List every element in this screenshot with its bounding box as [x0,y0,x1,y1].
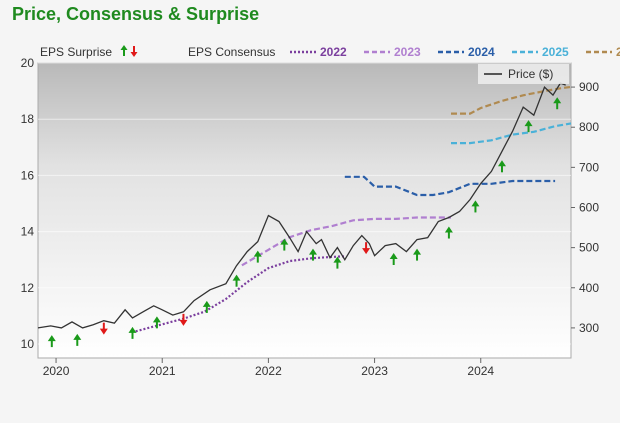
surprise-up-arrow-icon [524,120,533,133]
legend-label-2022: 2022 [320,45,347,59]
surprise-up-arrow-icon [497,160,506,173]
y-left-tick-label: 18 [21,112,35,126]
legend-up-arrow-icon [120,45,128,56]
surprise-up-arrow-icon [413,248,422,261]
surprise-down-arrow-icon [99,322,108,335]
y-right-tick-label: 500 [579,241,599,255]
y-right-tick-label: 400 [579,281,599,295]
consensus-line-2024 [344,175,556,197]
y-left-tick-label: 10 [21,337,35,351]
price-layer [37,82,566,329]
x-tick-label: 2024 [467,364,494,378]
y-right-tick-label: 800 [579,120,599,134]
consensus-line-2025 [451,122,572,145]
plot-area [37,62,572,359]
x-tick-label: 2020 [43,364,70,378]
x-tick-label: 2022 [255,364,282,378]
surprise-up-arrow-icon [47,335,56,348]
surprise-arrows [47,97,562,348]
legend-label-2024: 2024 [468,45,495,59]
surprise-up-arrow-icon [202,300,211,313]
consensus-line-2026 [451,85,572,115]
x-tick-label: 2021 [149,364,176,378]
y-left-tick-label: 12 [21,281,35,295]
x-tick-label: 2023 [361,364,388,378]
surprise-up-arrow-icon [73,333,82,346]
surprise-up-arrow-icon [308,248,317,261]
surprise-up-arrow-icon [553,97,562,110]
price-legend-box [478,64,569,84]
legend-consensus-label: EPS Consensus [188,45,275,59]
surprise-up-arrow-icon [389,253,398,266]
x-axis-ticks: 2020 2021 2022 2023 2024 [43,358,494,378]
surprise-up-arrow-icon [128,326,137,339]
y-left-tick-label: 20 [21,56,35,70]
y-right-tick-label: 700 [579,160,599,174]
grid [38,62,571,345]
legend-label-2023: 2023 [394,45,421,59]
surprise-down-arrow-icon [362,242,371,255]
y-right-tick-label: 900 [579,80,599,94]
legend-label-2026: 2026 [616,45,620,59]
chart-title: Price, Consensus & Surprise [12,4,260,24]
y-axis-right-ticks: 300 400 500 600 700 800 900 [571,80,599,335]
y-right-tick-label: 300 [579,321,599,335]
surprise-up-arrow-icon [152,316,161,329]
y-left-tick-label: 14 [21,225,35,239]
y-left-tick-label: 16 [21,168,35,182]
surprise-up-arrow-icon [471,200,480,213]
y-axis-left-ticks: 10 12 14 16 18 20 [21,56,35,351]
surprise-up-arrow-icon [333,256,342,269]
surprise-up-arrow-icon [444,226,453,239]
legend-label-2025: 2025 [542,45,569,59]
surprise-up-arrow-icon [232,274,241,287]
legend-surprise-label: EPS Surprise [40,45,112,59]
legend-down-arrow-icon [130,46,138,57]
price-line [37,82,566,329]
legend: EPS Surprise EPS Consensus 2022 2023 2024 2… [40,45,620,84]
surprise-down-arrow-icon [179,313,188,326]
surprise-up-arrow-icon [280,238,289,251]
surprise-up-arrow-icon [253,250,262,263]
y-right-tick-label: 600 [579,200,599,214]
legend-price-label: Price ($) [508,67,553,81]
